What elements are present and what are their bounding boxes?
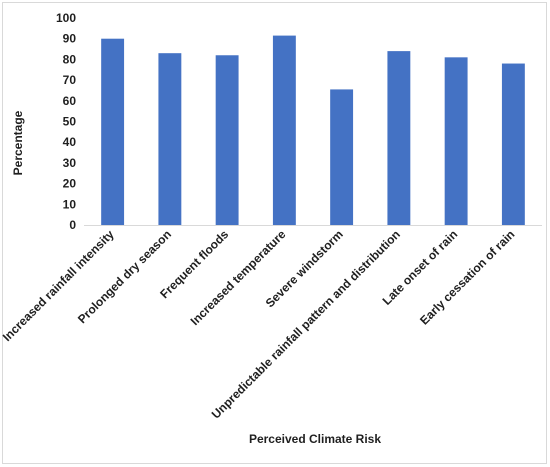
bar	[272, 35, 296, 225]
y-axis-title: Percentage	[11, 110, 25, 175]
y-tick-label: 10	[63, 197, 77, 211]
y-tick-label: 50	[63, 115, 77, 129]
y-tick-label: 30	[63, 156, 77, 170]
bar	[101, 38, 125, 226]
x-category-label: Early cessation of rain	[417, 227, 517, 327]
x-category-label: Prolonged dry season	[75, 227, 174, 326]
y-tick-label: 70	[63, 73, 77, 87]
y-axis-ticks: 0 10 20 30 40 50 60 70 80 90 100	[56, 11, 76, 232]
y-tick-label: 40	[63, 135, 77, 149]
x-category-label: Increased rainfall intensity	[0, 227, 117, 344]
bar	[330, 89, 354, 225]
bar	[444, 57, 468, 225]
bar	[158, 53, 182, 225]
y-tick-label: 90	[63, 32, 77, 46]
x-axis-title: Perceived Climate Risk	[249, 432, 381, 446]
y-tick-label: 60	[63, 94, 77, 108]
y-tick-label: 100	[56, 11, 76, 25]
bar	[501, 63, 525, 225]
y-tick-label: 80	[63, 52, 77, 66]
y-tick-label: 20	[63, 177, 77, 191]
x-category-label: Increased temperature	[188, 227, 289, 328]
bar	[387, 51, 411, 226]
bars	[101, 35, 525, 226]
y-tick-label: 0	[69, 218, 76, 232]
bar	[215, 55, 239, 226]
